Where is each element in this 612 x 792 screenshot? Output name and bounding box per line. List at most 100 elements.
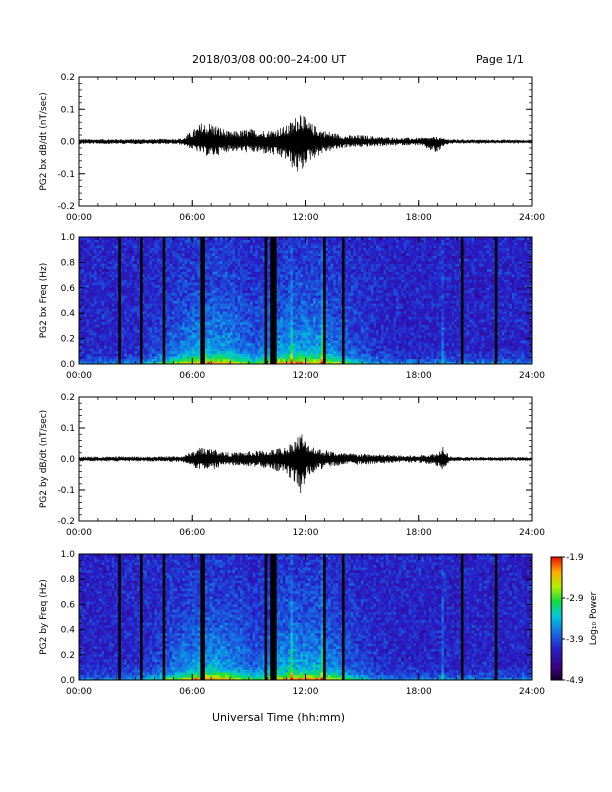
spectrogram-cell bbox=[189, 271, 193, 275]
spectrogram-cell bbox=[285, 247, 289, 251]
spectrogram-cell bbox=[313, 321, 316, 325]
spectrogram-cell bbox=[94, 313, 98, 317]
spectrogram-cell bbox=[247, 279, 251, 283]
spectrogram-cell bbox=[101, 239, 105, 243]
spectrogram-cell bbox=[197, 258, 201, 262]
spectrogram-cell bbox=[89, 237, 92, 241]
spectrogram-cell bbox=[134, 271, 138, 275]
spectrogram-cell bbox=[302, 263, 306, 267]
spectrogram-cell bbox=[287, 297, 291, 301]
spectrogram-cell bbox=[114, 342, 118, 346]
spectrogram-cell bbox=[129, 342, 133, 346]
spectrogram-cell bbox=[109, 281, 113, 286]
spectrogram-cell bbox=[222, 297, 226, 301]
spectrogram-cell bbox=[282, 258, 286, 262]
spectrogram-cell bbox=[292, 266, 296, 270]
spectrogram-cell bbox=[159, 252, 163, 256]
spectrogram-cell bbox=[209, 239, 213, 243]
spectrogram-cell bbox=[172, 295, 176, 299]
spectrogram-cell bbox=[167, 308, 170, 312]
spectrogram-cell bbox=[204, 239, 208, 243]
spectrogram-cell bbox=[308, 284, 311, 288]
spectrogram-cell bbox=[222, 337, 226, 341]
spectrogram-cell bbox=[151, 332, 155, 336]
spectrogram-cell bbox=[136, 356, 140, 360]
spectrogram-cell bbox=[106, 281, 110, 286]
spectrogram-cell bbox=[262, 255, 266, 259]
spectrogram-cell bbox=[267, 316, 271, 320]
spectrogram-cell bbox=[310, 247, 314, 251]
spectrogram-cell bbox=[146, 319, 150, 323]
spectrogram-cell bbox=[94, 350, 98, 354]
spectrogram-cell bbox=[141, 329, 145, 333]
spectrogram-cell bbox=[257, 329, 261, 333]
spectrogram-cell bbox=[240, 345, 243, 349]
spectrogram-cell bbox=[154, 279, 158, 283]
spectrogram-cell bbox=[280, 353, 284, 357]
spectrogram-cell bbox=[194, 271, 198, 275]
spectrogram-cell bbox=[184, 239, 188, 243]
spectrogram-cell bbox=[189, 300, 193, 304]
spectrogram-cell bbox=[146, 313, 150, 317]
spectrogram-cell bbox=[240, 348, 243, 352]
spectrogram-cell bbox=[320, 263, 324, 267]
spectrogram-cell bbox=[194, 337, 198, 341]
spectrogram-cell bbox=[232, 337, 236, 341]
spectrogram-cell bbox=[164, 242, 168, 246]
spectrogram-cell bbox=[207, 292, 211, 296]
spectrogram-cell bbox=[305, 334, 309, 338]
spectrogram-cell bbox=[111, 287, 115, 291]
spectrogram-cell bbox=[99, 281, 103, 286]
spectrogram-cell bbox=[182, 305, 186, 309]
spectrogram-cell bbox=[257, 316, 261, 320]
spectrogram-cell bbox=[182, 321, 186, 325]
spectrogram-cell bbox=[146, 281, 150, 286]
spectrogram-cell bbox=[255, 332, 259, 336]
spectrogram-cell bbox=[308, 266, 311, 270]
x-tick-label: 12:00 bbox=[293, 213, 319, 223]
spectrogram-cell bbox=[131, 239, 135, 243]
spectrogram-cell bbox=[302, 279, 306, 283]
spectrogram-cell bbox=[282, 308, 286, 312]
spectrogram-cell bbox=[277, 276, 281, 280]
spectrogram-cell bbox=[116, 244, 120, 248]
spectrogram-cell bbox=[157, 279, 160, 283]
spectrogram-cell bbox=[101, 303, 105, 307]
spectrogram-cell bbox=[302, 316, 306, 320]
spectrogram-cell bbox=[209, 311, 213, 315]
spectrogram-cell bbox=[109, 316, 113, 320]
spectrogram-cell bbox=[111, 358, 115, 362]
spectrogram-cell bbox=[285, 260, 289, 264]
spectrogram-cell bbox=[292, 340, 296, 344]
spectrogram-cell bbox=[94, 295, 98, 299]
spectrogram-cell bbox=[315, 353, 319, 357]
spectrogram-cell bbox=[159, 292, 163, 296]
spectrogram-cell bbox=[89, 342, 92, 346]
spectrogram-cell bbox=[290, 276, 294, 280]
spectrogram-cell bbox=[99, 292, 103, 296]
spectrogram-cell bbox=[96, 260, 100, 264]
spectrogram-cell bbox=[262, 258, 266, 262]
spectrogram-cell bbox=[330, 356, 334, 360]
spectrogram-cell bbox=[295, 239, 299, 243]
spectrogram-cell bbox=[104, 348, 108, 352]
spectrogram-cell bbox=[209, 297, 213, 301]
spectrogram-cell bbox=[174, 274, 178, 278]
spectrogram-cell bbox=[146, 258, 150, 262]
spectrogram-cell bbox=[315, 329, 319, 333]
spectrogram-cell bbox=[247, 321, 251, 325]
spectrogram-cell bbox=[159, 239, 163, 243]
spectrogram-cell bbox=[189, 260, 193, 264]
spectrogram-cell bbox=[149, 303, 153, 307]
spectrogram-cell bbox=[187, 297, 191, 301]
spectrogram-cell bbox=[124, 313, 128, 317]
spectrogram-cell bbox=[245, 313, 249, 317]
spectrogram-cell bbox=[333, 358, 337, 362]
spectrogram-cell bbox=[189, 237, 193, 241]
spectrogram-cell bbox=[172, 356, 176, 360]
spectrogram-cell bbox=[255, 316, 259, 320]
spectrogram-cell bbox=[232, 295, 236, 299]
spectrogram-cell bbox=[94, 287, 98, 291]
spectrogram-cell bbox=[230, 287, 233, 291]
spectrogram-cell bbox=[84, 332, 87, 336]
